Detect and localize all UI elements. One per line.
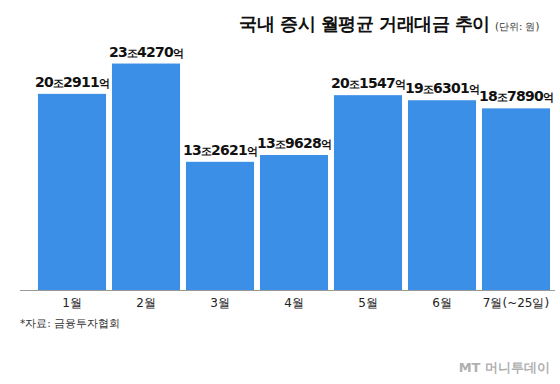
data-label: 23조4270억 bbox=[109, 44, 183, 60]
watermark: MT 머니투데이 bbox=[459, 360, 550, 375]
bar bbox=[112, 64, 180, 290]
data-label: 20조1547억 bbox=[331, 75, 405, 91]
x-tick-label: 1월 bbox=[62, 296, 82, 310]
data-label: 13조9628억 bbox=[257, 135, 331, 151]
x-tick-label: 2월 bbox=[136, 296, 156, 310]
source: *자료: 금융투자협회 bbox=[20, 317, 120, 329]
x-tick-label: 4월 bbox=[284, 296, 304, 310]
subtitle: (단위: 원) bbox=[495, 21, 539, 32]
data-label: 13조2621억 bbox=[183, 142, 257, 158]
x-tick-label: 5월 bbox=[358, 296, 378, 310]
bar bbox=[408, 100, 476, 290]
x-tick-label: 3월 bbox=[210, 296, 230, 310]
bar bbox=[482, 108, 550, 290]
data-label: 19조6301억 bbox=[405, 80, 479, 96]
chart: 국내 증시 월평균 거래대금 추이 (단위: 원) 20조2911억 1월 23조427… bbox=[0, 0, 560, 384]
x-tick-label: 7월(~25일) bbox=[483, 296, 549, 310]
data-label: 18조7890억 bbox=[479, 88, 553, 104]
bar bbox=[260, 155, 328, 290]
bar bbox=[38, 94, 106, 290]
bar bbox=[334, 95, 402, 290]
bar bbox=[186, 162, 254, 290]
x-tick-label: 6월 bbox=[432, 296, 452, 310]
baseline bbox=[20, 290, 555, 291]
bars bbox=[38, 64, 550, 290]
title: 국내 증시 월평균 거래대금 추이 bbox=[239, 13, 490, 34]
data-label: 20조2911억 bbox=[35, 74, 109, 90]
